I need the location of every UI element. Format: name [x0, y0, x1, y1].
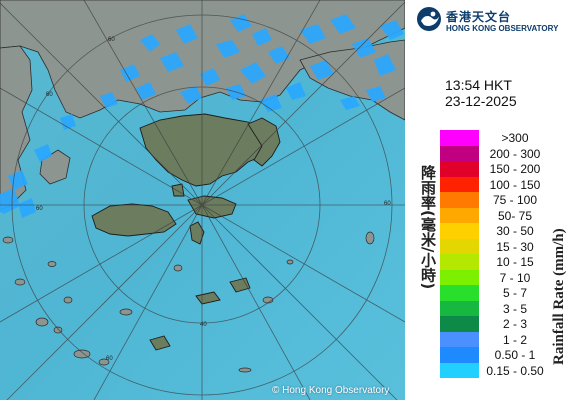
legend-band: 10 - 15: [440, 254, 550, 270]
legend-swatch: [440, 238, 479, 254]
observation-date: 23-12-2025: [445, 93, 517, 109]
tsing-yi: [171, 183, 185, 197]
legend-swatch: [440, 254, 479, 270]
bearing-line-ne: [201, 1, 405, 206]
legend-band: 15 - 30: [440, 238, 550, 254]
bearing-line-sw: [6, 204, 203, 400]
legend-band: 7 - 10: [440, 269, 550, 285]
rainfall-legend: >300 200 - 300 150 - 200 100 - 150 75 - 100 5…: [440, 130, 550, 378]
legend-label: 7 - 10: [499, 270, 531, 285]
delta-island: [39, 149, 71, 185]
legend-band: 50- 75: [440, 207, 550, 223]
legend-band: >300: [440, 130, 550, 146]
logo-text-en: HONG KONG OBSERVATORY: [446, 24, 559, 33]
legend-label: 100 - 150: [489, 177, 541, 192]
bearing-line-nnw: [83, 0, 203, 206]
radar-map: 60 60 60 60 60 40 © Hong Kong Observator…: [0, 0, 405, 400]
legend-swatch: [440, 192, 479, 208]
lema-islands: [229, 277, 251, 293]
legend-label: 30 - 50: [496, 224, 534, 238]
legend-band: 150 - 200: [440, 161, 550, 177]
hko-logo-icon: [417, 7, 441, 31]
ring-label-nw: 60: [46, 92, 53, 98]
legend-band: 1 - 2: [440, 331, 550, 347]
legend-band: 100 - 150: [440, 176, 550, 192]
sidebar-panel: 香港天文台 HONG KONG OBSERVATORY 13:54 HKT 23…: [405, 0, 577, 400]
legend-swatch: [440, 300, 479, 316]
bearing-line-nne: [201, 0, 321, 206]
bearing-line-wsw: [0, 204, 203, 323]
bearing-line-ene: [201, 87, 405, 206]
legend-label: 50- 75: [497, 208, 533, 223]
legend-band: 0.50 - 1: [440, 347, 550, 363]
legend-swatch: [440, 347, 479, 363]
legend-title-en: Rainfall Rate (mm/h): [551, 228, 567, 365]
legend-label: 5 - 7: [502, 286, 527, 300]
radar-echoes: [0, 14, 404, 218]
legend-band: 3 - 5: [440, 300, 550, 316]
legend-label: 0.15 - 0.50: [486, 363, 544, 378]
legend-swatch: [440, 176, 479, 192]
legend-label: 15 - 30: [496, 239, 534, 254]
bearing-line-sse: [201, 204, 311, 400]
ring-label-w: 60: [36, 206, 43, 212]
ring-labels: 60 60 60 60 60 40: [36, 37, 391, 362]
legend-label: 3 - 5: [502, 301, 527, 316]
legend-title-zh: 降雨率(毫米/小時): [419, 165, 437, 290]
copyright-notice: © Hong Kong Observatory: [272, 385, 390, 396]
legend-label: 150 - 200: [489, 162, 541, 176]
hko-logo: 香港天文台 HONG KONG OBSERVATORY: [416, 6, 576, 34]
legend-swatch: [440, 362, 479, 378]
legend-swatch: [440, 269, 479, 285]
bearing-line-nw: [0, 2, 203, 206]
legend-label: 1 - 2: [502, 332, 527, 347]
legend-label: 0.50 - 1: [494, 348, 536, 362]
legend-label: 10 - 15: [496, 255, 534, 269]
legend-swatch: [440, 130, 479, 146]
legend-label: 200 - 300: [489, 146, 541, 161]
legend-swatch: [440, 331, 479, 347]
sai-kung: [247, 117, 281, 167]
legend-swatch: [440, 285, 479, 301]
bearing-line-se: [201, 204, 398, 400]
bearing-line-wnw: [0, 87, 203, 206]
bearing-line-ese: [201, 204, 405, 323]
legend-swatch: [440, 161, 479, 177]
legend-band: 5 - 7: [440, 285, 550, 301]
range-rings: [0, 0, 405, 400]
ring-label-e: 60: [384, 201, 391, 207]
legend-band: 30 - 50: [440, 223, 550, 239]
wanshan-2: [149, 335, 171, 351]
hong-kong-land: [91, 113, 281, 351]
lantau-island: [91, 203, 177, 237]
ring-label-n: 60: [108, 37, 115, 43]
legend-label: 2 - 3: [502, 317, 527, 331]
legend-label: 75 - 100: [492, 193, 538, 207]
legend-band: 200 - 300: [440, 145, 550, 161]
bearing-line-ssw: [93, 204, 203, 400]
logo-text-zh: 香港天文台: [446, 10, 512, 24]
legend-band: 0.15 - 0.50: [440, 362, 550, 378]
observation-time: 13:54 HKT: [445, 77, 512, 93]
legend-band: 2 - 3: [440, 316, 550, 332]
legend-label: >300: [501, 131, 529, 145]
legend-swatch: [440, 145, 479, 161]
ring-label-sw: 60: [106, 356, 113, 362]
legend-swatch: [440, 223, 479, 239]
radar-map-svg: 60 60 60 60 60 40: [0, 0, 405, 400]
legend-band: 75 - 100: [440, 192, 550, 208]
new-territories: [139, 113, 271, 187]
legend-swatch: [440, 207, 479, 223]
ring-label-s: 40: [200, 322, 207, 328]
legend-swatch: [440, 316, 479, 332]
